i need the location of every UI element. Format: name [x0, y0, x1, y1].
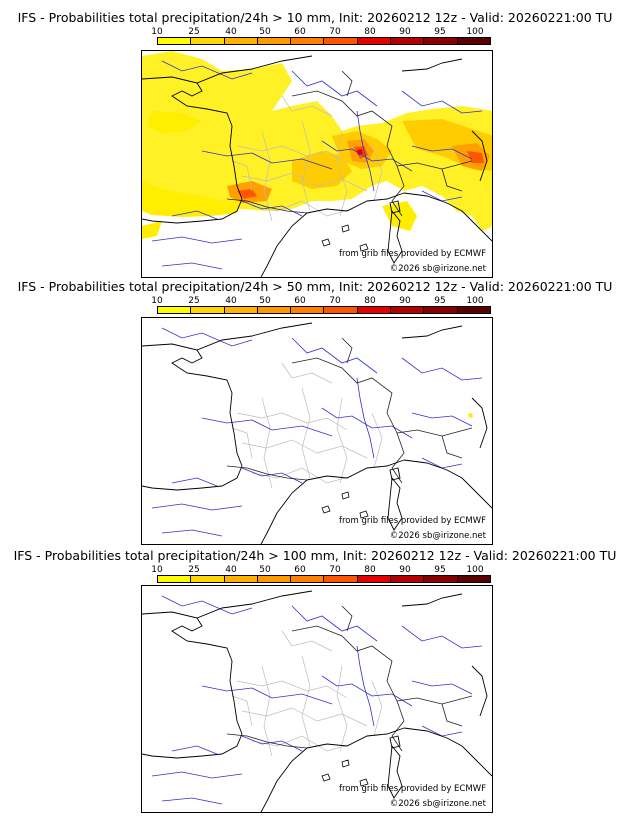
data-source-credit: from grib files provided by ECMWF	[339, 516, 486, 526]
scale-color-segment	[391, 576, 425, 582]
scale-labels: 10 25 40 50 60 70 80 90 95 100	[151, 296, 491, 306]
scale-label: 70	[329, 296, 341, 306]
scale-label: 25	[188, 565, 200, 575]
scale-color-segment	[191, 576, 225, 582]
data-source-credit: from grib files provided by ECMWF	[339, 249, 486, 259]
scale-label: 70	[329, 565, 341, 575]
panel-title: IFS - Probabilities total precipitation/…	[17, 279, 613, 294]
precip-shading	[468, 413, 473, 418]
scale-label: 100	[466, 565, 484, 575]
scale-label: 50	[259, 27, 271, 37]
scale-color-segment	[424, 38, 458, 44]
scale-label: 10	[151, 27, 163, 37]
scale-label: 80	[364, 565, 376, 575]
precip-map: from grib files provided by ECMWF ©2026 …	[141, 317, 493, 545]
scale-bar	[157, 37, 491, 45]
scale-label: 80	[364, 296, 376, 306]
scale-color-segment	[324, 576, 358, 582]
scale-label: 95	[434, 296, 446, 306]
copyright: ©2026 sb@irizone.net	[389, 799, 486, 809]
precip-map: from grib files provided by ECMWF ©2026 …	[141, 585, 493, 813]
scale-label: 70	[329, 27, 341, 37]
scale-color-segment	[191, 307, 225, 313]
scale-label: 60	[294, 296, 306, 306]
scale-label: 95	[434, 565, 446, 575]
scale-label: 95	[434, 27, 446, 37]
scale-label: 25	[188, 296, 200, 306]
scale-color-segment	[158, 576, 192, 582]
scale-labels: 10 25 40 50 60 70 80 90 95 100	[151, 27, 491, 37]
probability-color-scale: 10 25 40 50 60 70 80 90 95 100	[151, 296, 491, 318]
scale-label: 100	[466, 27, 484, 37]
scale-color-segment	[424, 576, 458, 582]
scale-color-segment	[224, 38, 258, 44]
scale-label: 90	[399, 296, 411, 306]
panel-title: IFS - Probabilities total precipitation/…	[13, 548, 617, 563]
scale-label: 50	[259, 296, 271, 306]
scale-label: 40	[225, 565, 237, 575]
scale-labels: 10 25 40 50 60 70 80 90 95 100	[151, 565, 491, 575]
scale-color-segment	[357, 38, 392, 44]
scale-color-segment	[357, 307, 392, 313]
scale-color-segment	[158, 307, 192, 313]
scale-color-segment	[324, 38, 358, 44]
copyright: ©2026 sb@irizone.net	[389, 531, 486, 541]
scale-label: 80	[364, 27, 376, 37]
scale-label: 25	[188, 27, 200, 37]
scale-color-segment	[191, 38, 225, 44]
scale-color-segment	[291, 38, 325, 44]
map-svg	[142, 51, 492, 277]
panel-10mm: IFS - Probabilities total precipitation/…	[0, 10, 630, 280]
scale-label: 100	[466, 296, 484, 306]
scale-color-segment	[424, 307, 458, 313]
scale-color-segment	[257, 307, 292, 313]
panel-100mm: IFS - Probabilities total precipitation/…	[0, 548, 630, 818]
data-source-credit: from grib files provided by ECMWF	[339, 784, 486, 794]
panel-50mm: IFS - Probabilities total precipitation/…	[0, 279, 630, 549]
probability-color-scale: 10 25 40 50 60 70 80 90 95 100	[151, 27, 491, 49]
scale-label: 50	[259, 565, 271, 575]
scale-color-segment	[357, 576, 392, 582]
scale-label: 10	[151, 296, 163, 306]
scale-bar	[157, 575, 491, 583]
scale-color-segment	[391, 307, 425, 313]
scale-bar	[157, 306, 491, 314]
scale-color-segment	[158, 38, 192, 44]
scale-label: 10	[151, 565, 163, 575]
scale-color-segment	[291, 307, 325, 313]
scale-color-segment	[257, 38, 292, 44]
scale-color-segment	[257, 576, 292, 582]
precip-shading	[142, 51, 492, 239]
scale-color-segment	[391, 38, 425, 44]
panel-title: IFS - Probabilities total precipitation/…	[17, 10, 613, 25]
probability-color-scale: 10 25 40 50 60 70 80 90 95 100	[151, 565, 491, 587]
scale-label: 40	[225, 27, 237, 37]
scale-color-segment	[457, 576, 490, 582]
scale-label: 60	[294, 565, 306, 575]
scale-label: 90	[399, 27, 411, 37]
scale-color-segment	[457, 38, 490, 44]
copyright: ©2026 sb@irizone.net	[389, 264, 486, 274]
scale-color-segment	[224, 576, 258, 582]
scale-color-segment	[224, 307, 258, 313]
scale-label: 40	[225, 296, 237, 306]
scale-label: 60	[294, 27, 306, 37]
scale-color-segment	[324, 307, 358, 313]
map-svg	[142, 590, 492, 812]
scale-label: 90	[399, 565, 411, 575]
map-svg	[142, 322, 492, 544]
scale-color-segment	[457, 307, 490, 313]
precip-map: from grib files provided by ECMWF ©2026 …	[141, 50, 493, 278]
scale-color-segment	[291, 576, 325, 582]
